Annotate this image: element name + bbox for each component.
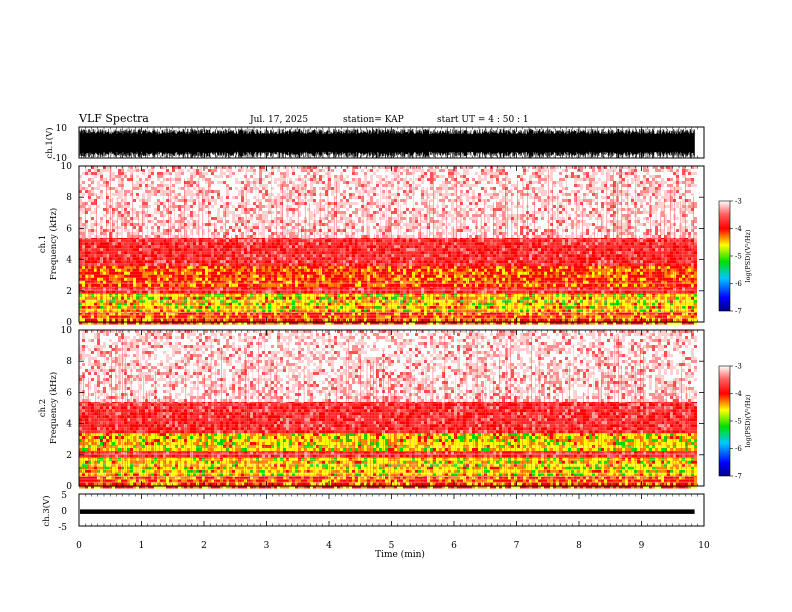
- ch1-waveform-ylabel: ch.1(V): [44, 127, 55, 158]
- colorbar-tick-label: -4: [735, 390, 742, 398]
- figure-title: VLF Spectra: [78, 112, 149, 125]
- ch1-ytick-bottom: -10: [53, 154, 68, 164]
- x-tick-label: 6: [451, 541, 457, 551]
- spectrogram-streaks: [80, 331, 690, 486]
- colorbar-tick-label: -7: [735, 308, 742, 316]
- spectrogram-band: [79, 330, 697, 402]
- spectrogram-band: [79, 166, 697, 238]
- spectrogram-ytick-label: 10: [61, 162, 73, 172]
- spectrogram-ytick-label: 2: [66, 451, 72, 461]
- ch1-colorbar-title: log(PSD)(V²/Hz): [744, 229, 752, 282]
- ch1-waveform-trace: [79, 128, 695, 158]
- ch1-waveform-line: [79, 128, 695, 158]
- ch2-spectrogram-image: [79, 330, 697, 489]
- ch2-colorbar: -3 -4 -5 -6 -7 log(PSD)(V²/Hz): [718, 363, 752, 481]
- x-axis: 0 1 2 3 4 5 6 7 8 9 10: [76, 127, 710, 551]
- ch3-waveform-trace: [80, 509, 695, 514]
- spectrogram-band: [79, 433, 697, 451]
- spectrogram-band: [79, 400, 697, 434]
- x-tick-label: 2: [201, 541, 207, 551]
- ch1-ytick-top: 10: [56, 124, 68, 134]
- x-tick-label: 3: [264, 541, 270, 551]
- spectrogram-ytick-label: 8: [66, 193, 72, 203]
- spectrogram-ytick-label: 10: [61, 326, 73, 336]
- spectrogram-ytick-label: 0: [66, 482, 72, 492]
- ch3-waveform-panel: 5 0 -5 ch.3(V): [41, 491, 705, 533]
- x-tick-label: 0: [76, 541, 82, 551]
- spectrogram-lines: [79, 446, 695, 483]
- ch1-colorbar-gradient: [718, 200, 731, 312]
- colorbar-tick-label: -6: [735, 445, 742, 453]
- colorbar-tick-label: -3: [735, 363, 742, 371]
- colorbar-tick-label: -5: [735, 418, 742, 426]
- x-tick-label: 10: [698, 541, 710, 551]
- spectrogram-ytick-label: 0: [66, 318, 72, 328]
- ch3-ytick-mid: 0: [61, 507, 67, 517]
- spectrogram-lines: [79, 282, 695, 319]
- station-label: station= KAP: [343, 115, 404, 125]
- x-axis-label: Time (min): [375, 549, 425, 560]
- x-tick-label: 1: [139, 541, 145, 551]
- ch1-spectrogram-panel: 0 2 4 6 8 10 ch.1 Frequency (kHz): [38, 162, 705, 328]
- spectrogram-ytick-label: 6: [66, 388, 72, 398]
- colorbar-tick-label: -5: [735, 253, 742, 261]
- ch2-spectrogram-ylabel-freq: Frequency (kHz): [48, 372, 59, 444]
- colorbar-tick-label: -7: [735, 473, 742, 481]
- spectrogram-ytick-label: 2: [66, 287, 72, 297]
- ch2-colorbar-title: log(PSD)(V²/Hz): [744, 394, 752, 447]
- ch2-spectrogram-panel: 0 2 4 6 8 10 ch.2 Frequency (kHz): [38, 326, 705, 492]
- x-tick-label: 9: [639, 541, 645, 551]
- ch1-spectrogram-ylabel-freq: Frequency (kHz): [48, 208, 59, 280]
- ch1-colorbar: -3 -4 -5 -6 -7 log(PSD)(V²/Hz): [718, 198, 752, 316]
- ch3-waveform-ylabel: ch.3(V): [41, 495, 52, 526]
- ch1-spectrogram-ylabel-channel: ch.1: [38, 235, 48, 253]
- ch3-waveform-line: [80, 509, 695, 514]
- spectrogram-band: [79, 454, 697, 476]
- x-tick-label: 7: [514, 541, 520, 551]
- x-tick-label: 8: [576, 541, 582, 551]
- x-tick-label: 4: [326, 541, 332, 551]
- ch2-spectrogram-ylabel-channel: ch.2: [38, 399, 48, 417]
- ch3-ytick-top: 5: [61, 491, 67, 501]
- date-label: Jul. 17, 2025: [249, 115, 308, 125]
- spectrogram-ytick-label: 4: [66, 420, 72, 430]
- ch3-ytick-bottom: -5: [58, 523, 67, 533]
- colorbar-tick-label: -3: [735, 198, 742, 206]
- spectrogram-ytick-label: 4: [66, 256, 72, 266]
- spectrogram-ytick-label: 8: [66, 357, 72, 367]
- ch2-colorbar-gradient: [718, 365, 731, 477]
- ch1-spectrogram-image: [79, 166, 697, 325]
- x-tick-label: 5: [389, 541, 395, 551]
- ch1-waveform-panel: 10 -10 ch.1(V): [44, 124, 705, 164]
- spectrogram-streaks: [80, 166, 694, 322]
- start-ut-label: start UT = 4 : 50 : 1: [437, 115, 529, 125]
- colorbar-tick-label: -6: [735, 280, 742, 288]
- spectrogram-ytick-label: 6: [66, 224, 72, 234]
- colorbar-tick-label: -4: [735, 225, 742, 233]
